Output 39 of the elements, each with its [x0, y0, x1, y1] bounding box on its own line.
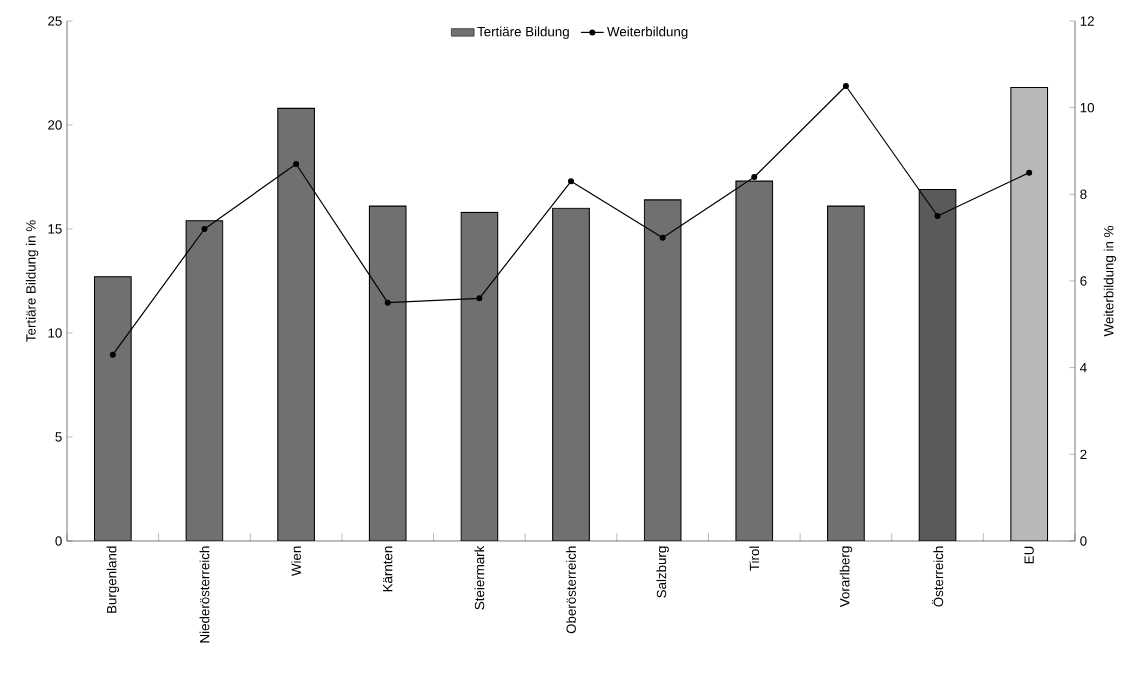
y-tick-label: 20 — [48, 120, 62, 130]
point — [201, 225, 208, 232]
y-tick-label: 10 — [48, 328, 62, 338]
y-axis-title: Tertiäre Bildung in % — [25, 220, 39, 342]
point — [842, 82, 849, 89]
x-tick-label: Oberösterreich — [566, 546, 576, 634]
y2-tick-label: 4 — [1080, 363, 1087, 373]
point — [384, 299, 391, 306]
y2-tick-label: 2 — [1080, 449, 1087, 459]
x-tick-label: Wien — [291, 546, 301, 577]
x-tick-label: Tirol — [749, 546, 760, 571]
x-tick-label: Vorarlberg — [839, 546, 853, 608]
y-tick-label: 15 — [48, 224, 62, 234]
point — [293, 160, 300, 167]
point — [934, 212, 941, 219]
y2-tick-label: 10 — [1080, 102, 1095, 113]
point — [659, 234, 666, 241]
point — [751, 173, 758, 180]
y2-tick-label: 12 — [1080, 16, 1094, 26]
y-tick-label: 25 — [48, 16, 62, 26]
point — [109, 351, 116, 358]
y2-tick-label: 8 — [1080, 189, 1087, 200]
y2-axis-title: Weiterbildung in % — [1103, 226, 1117, 337]
y-tick-label: 5 — [55, 432, 62, 442]
x-tick-label: EU — [1024, 546, 1034, 564]
point — [568, 178, 575, 185]
x-tick-label: Steiermark — [474, 545, 485, 610]
x-tick-label: Salzburg — [656, 546, 669, 598]
x-tick-label: Kärnten — [383, 546, 393, 592]
y-tick-label: 0 — [55, 536, 62, 546]
point — [476, 295, 483, 302]
point — [1026, 169, 1033, 176]
y2-tick-label: 6 — [1080, 276, 1087, 286]
legend-label: Weiterbildung — [607, 26, 688, 40]
y2-tick-label: 0 — [1080, 536, 1087, 546]
x-tick-label: Österreich — [931, 546, 944, 607]
legend-label: Tertiäre Bildung — [477, 26, 569, 40]
x-tick-label: Burgenland — [106, 546, 120, 613]
x-tick-label: Niederösterreich — [199, 546, 210, 643]
